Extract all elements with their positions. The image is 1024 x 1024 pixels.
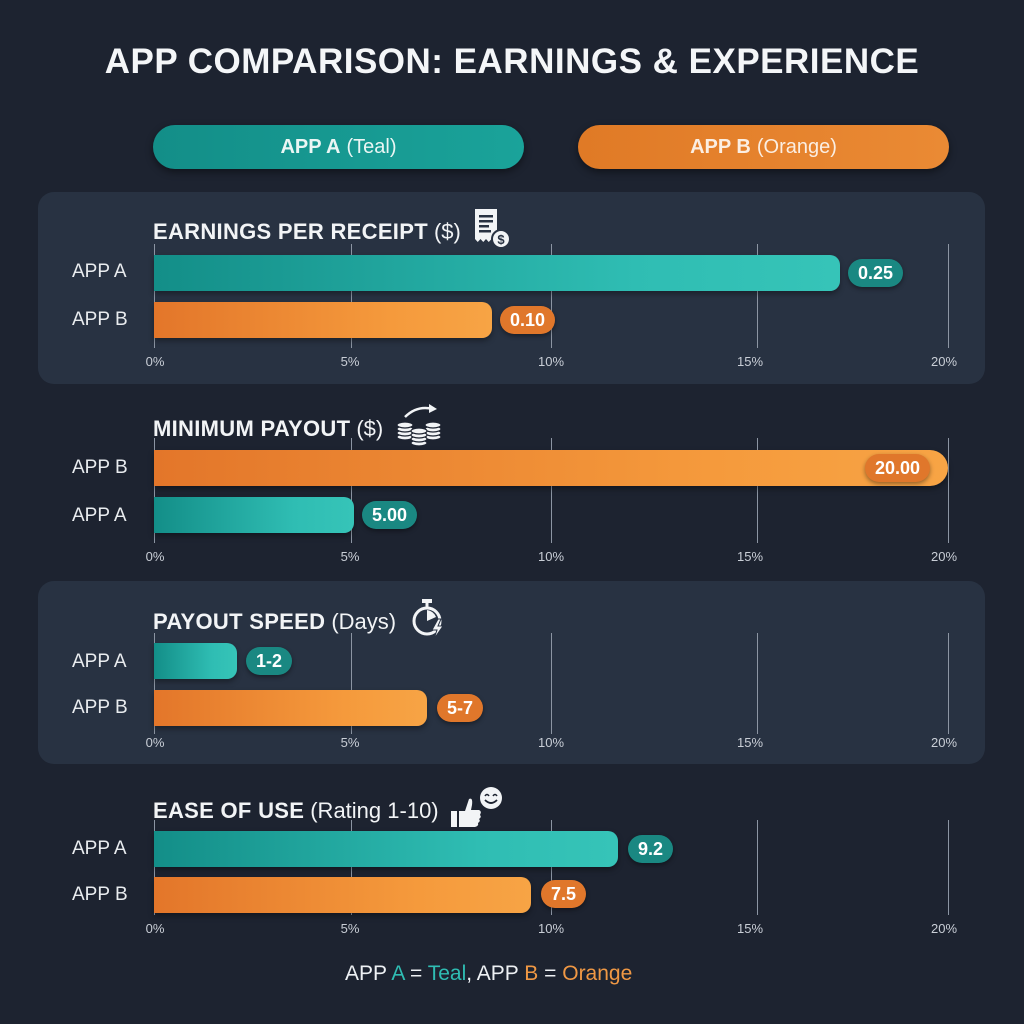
gridline-10 [551,438,552,543]
gridline-15 [757,244,758,348]
bar-app-a [154,497,354,533]
legend-app-b-name: APP B [690,135,751,158]
axis-tick: 5% [340,921,360,936]
legend-app-a-name: APP A [280,135,341,158]
gridline-20 [948,438,949,543]
row-label: APP B [72,309,128,330]
page-title: APP COMPARISON: EARNINGS & EXPERIENCE [104,42,920,81]
footer-teal: Teal [427,962,467,985]
section-title: MINIMUM PAYOUT ($) [153,403,445,455]
axis-tick: 20% [930,735,958,750]
axis-tick: 0% [145,921,165,936]
gridline-15 [757,438,758,543]
gridline-5 [351,438,352,543]
bar-app-a [154,255,840,291]
row-label: APP B [72,884,128,905]
gridline-15 [757,633,758,734]
value-badge: 9.2 [628,835,674,863]
section-title: EARNINGS PER RECEIPT ($) $ [153,207,513,257]
value-badge: 5-7 [437,694,484,722]
bar-app-a [154,831,618,867]
section-unit: ($) [356,416,384,441]
section-title-text: MINIMUM PAYOUT [153,416,351,441]
section-title-text: EASE OF USE [153,798,305,823]
gridline-20 [948,633,949,734]
svg-text:$: $ [497,232,505,247]
bar-app-b [154,302,492,338]
section-title-text: PAYOUT SPEED [153,609,326,634]
axis-tick: 0% [145,549,165,564]
gridline-20 [948,244,949,348]
axis-tick: 15% [736,735,764,750]
bar-app-b [154,450,948,486]
value-badge: 5.00 [362,501,418,529]
row-label: APP A [72,651,127,672]
footer-legend-note: APP A = Teal, APP B = Orange [345,962,632,986]
axis-tick: 5% [340,549,360,564]
axis-tick: 15% [736,549,764,564]
gridline-5 [351,633,352,734]
section-title: EASE OF USE (Rating 1-10) [153,785,505,837]
axis-tick: 20% [930,354,958,369]
axis-tick: 5% [340,735,360,750]
gridline-5 [351,820,352,915]
axis-tick: 10% [537,921,565,936]
value-badge: 0.10 [500,306,556,334]
gridline-0 [154,633,155,734]
axis-tick: 0% [145,354,165,369]
section-unit: (Rating 1-10) [310,798,439,823]
gridline-15 [757,820,758,915]
axis-tick: 10% [537,735,565,750]
section-title: PAYOUT SPEED (Days) [153,597,448,647]
gridline-20 [948,820,949,915]
bar-app-a [154,643,237,679]
row-label: APP A [72,505,127,526]
footer-orange: Orange [562,962,633,985]
receipt-dollar-icon: $ [473,207,513,257]
coin-stacks-icon [395,403,445,455]
legend-app-b-color: (Orange) [756,135,837,158]
gridline-10 [551,633,552,734]
gridline-0 [154,438,155,543]
axis-tick: 0% [145,735,165,750]
axis-tick: 20% [930,921,958,936]
axis-tick: 20% [930,549,958,564]
gridline-10 [551,244,552,348]
legend-app-b: APP B (Orange) [578,125,949,169]
value-badge: 0.25 [848,259,904,287]
row-label: APP A [72,261,127,282]
footer-text: = [538,962,563,985]
bar-app-b [154,690,427,726]
thumbs-up-smiley-icon [449,785,505,837]
gridline-10 [551,820,552,915]
gridline-0 [154,820,155,915]
value-badge: 20.00 [865,454,931,482]
gridline-0 [154,244,155,348]
value-badge: 1-2 [246,647,293,675]
bar-app-b [154,877,531,913]
gridline-5 [351,244,352,348]
row-label: APP B [72,457,128,478]
section-unit: (Days) [331,609,397,634]
legend-app-a-color: (Teal) [346,135,397,158]
legend-app-a: APP A (Teal) [153,125,524,169]
footer-text: = [404,962,428,985]
footer-text: , APP [466,962,525,985]
row-label: APP A [72,838,127,859]
axis-tick: 10% [537,354,565,369]
axis-tick: 5% [340,354,360,369]
stopwatch-lightning-icon [408,597,448,647]
axis-tick: 15% [736,921,764,936]
footer-text: APP [345,962,392,985]
axis-tick: 10% [537,549,565,564]
section-title-text: EARNINGS PER RECEIPT [153,219,428,244]
axis-tick: 15% [736,354,764,369]
footer-a-letter: A [391,962,405,985]
row-label: APP B [72,697,128,718]
value-badge: 7.5 [541,880,587,908]
footer-b-letter: B [524,962,539,985]
section-unit: ($) [433,219,461,244]
